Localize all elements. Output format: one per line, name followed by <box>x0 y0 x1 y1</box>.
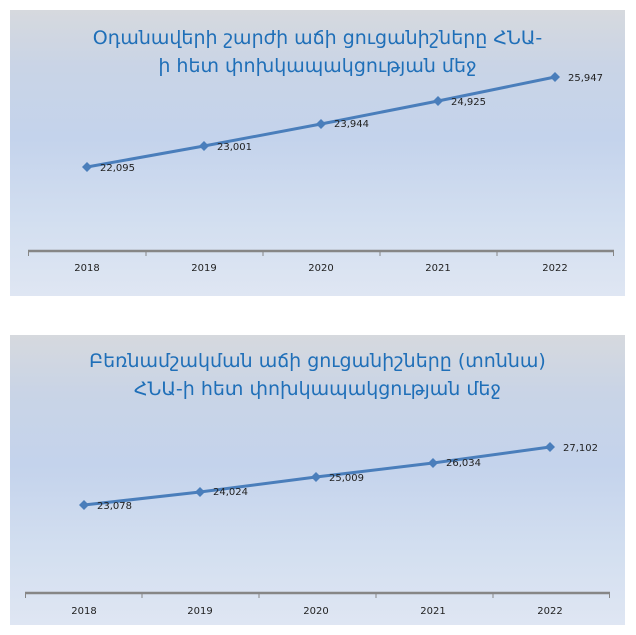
diamond-marker-icon <box>79 500 89 510</box>
data-label: 26,034 <box>446 458 481 469</box>
data-label: 23,944 <box>334 119 369 130</box>
series-markers <box>82 72 560 172</box>
series-markers <box>79 442 555 510</box>
x-tick-label: 2021 <box>420 606 445 617</box>
diamond-marker-icon <box>199 141 209 151</box>
x-axis-ticks <box>25 593 610 598</box>
diamond-marker-icon <box>428 458 438 468</box>
line-chart-plot: 23,078 24,024 25,009 26,034 27,102 2018 … <box>25 442 610 617</box>
chart-panel-cargo-handling: Բեռնամշակման աճի ցուցանիշները (տոննա) ՀՆ… <box>10 335 625 625</box>
x-tick-label: 2019 <box>187 606 212 617</box>
data-label: 22,095 <box>100 163 135 174</box>
chart-title-line-1: Օդանավերի շարժի աճի ցուցանիշները ՀՆԱ- <box>92 27 543 49</box>
chart-title: Բեռնամշակման աճի ցուցանիշները (տոննա) ՀՆ… <box>10 347 625 403</box>
chart-title-line-2: ի հետ փոխկապակցության մեջ <box>158 55 477 77</box>
diamond-marker-icon <box>550 72 560 82</box>
x-tick-label: 2018 <box>74 263 99 274</box>
chart-panel-aircraft-movements: Օդանավերի շարժի աճի ցուցանիշները ՀՆԱ- ի … <box>10 10 625 296</box>
x-tick-label: 2022 <box>542 263 567 274</box>
x-tick-label: 2021 <box>425 263 450 274</box>
diamond-marker-icon <box>545 442 555 452</box>
diamond-marker-icon <box>316 119 326 129</box>
data-label: 24,024 <box>213 487 248 498</box>
chart-title: Օդանավերի շարժի աճի ցուցանիշները ՀՆԱ- ի … <box>10 24 625 80</box>
x-axis-labels: 2018 2019 2020 2021 2022 <box>74 263 567 274</box>
data-labels: 23,078 24,024 25,009 26,034 27,102 <box>97 443 598 512</box>
data-label: 23,001 <box>217 142 252 153</box>
diamond-marker-icon <box>82 162 92 172</box>
data-label: 24,925 <box>451 97 486 108</box>
data-labels: 22,095 23,001 23,944 24,925 25,947 <box>100 73 603 174</box>
diamond-marker-icon <box>195 487 205 497</box>
data-label: 27,102 <box>563 443 598 454</box>
x-axis-labels: 2018 2019 2020 2021 2022 <box>71 606 562 617</box>
chart-title-line-1: Բեռնամշակման աճի ցուցանիշները (տոննա) <box>89 350 546 372</box>
diamond-marker-icon <box>433 96 443 106</box>
x-tick-label: 2019 <box>191 263 216 274</box>
x-axis-ticks <box>28 251 614 256</box>
data-label: 25,947 <box>568 73 603 84</box>
data-label: 23,078 <box>97 501 132 512</box>
diamond-marker-icon <box>311 472 321 482</box>
chart-title-line-2: ՀՆԱ-ի հետ փոխկապակցության մեջ <box>133 378 502 400</box>
data-label: 25,009 <box>329 473 364 484</box>
x-tick-label: 2022 <box>537 606 562 617</box>
x-tick-label: 2020 <box>308 263 333 274</box>
line-chart-plot: 22,095 23,001 23,944 24,925 25,947 2018 … <box>28 72 614 274</box>
x-tick-label: 2018 <box>71 606 96 617</box>
x-tick-label: 2020 <box>303 606 328 617</box>
